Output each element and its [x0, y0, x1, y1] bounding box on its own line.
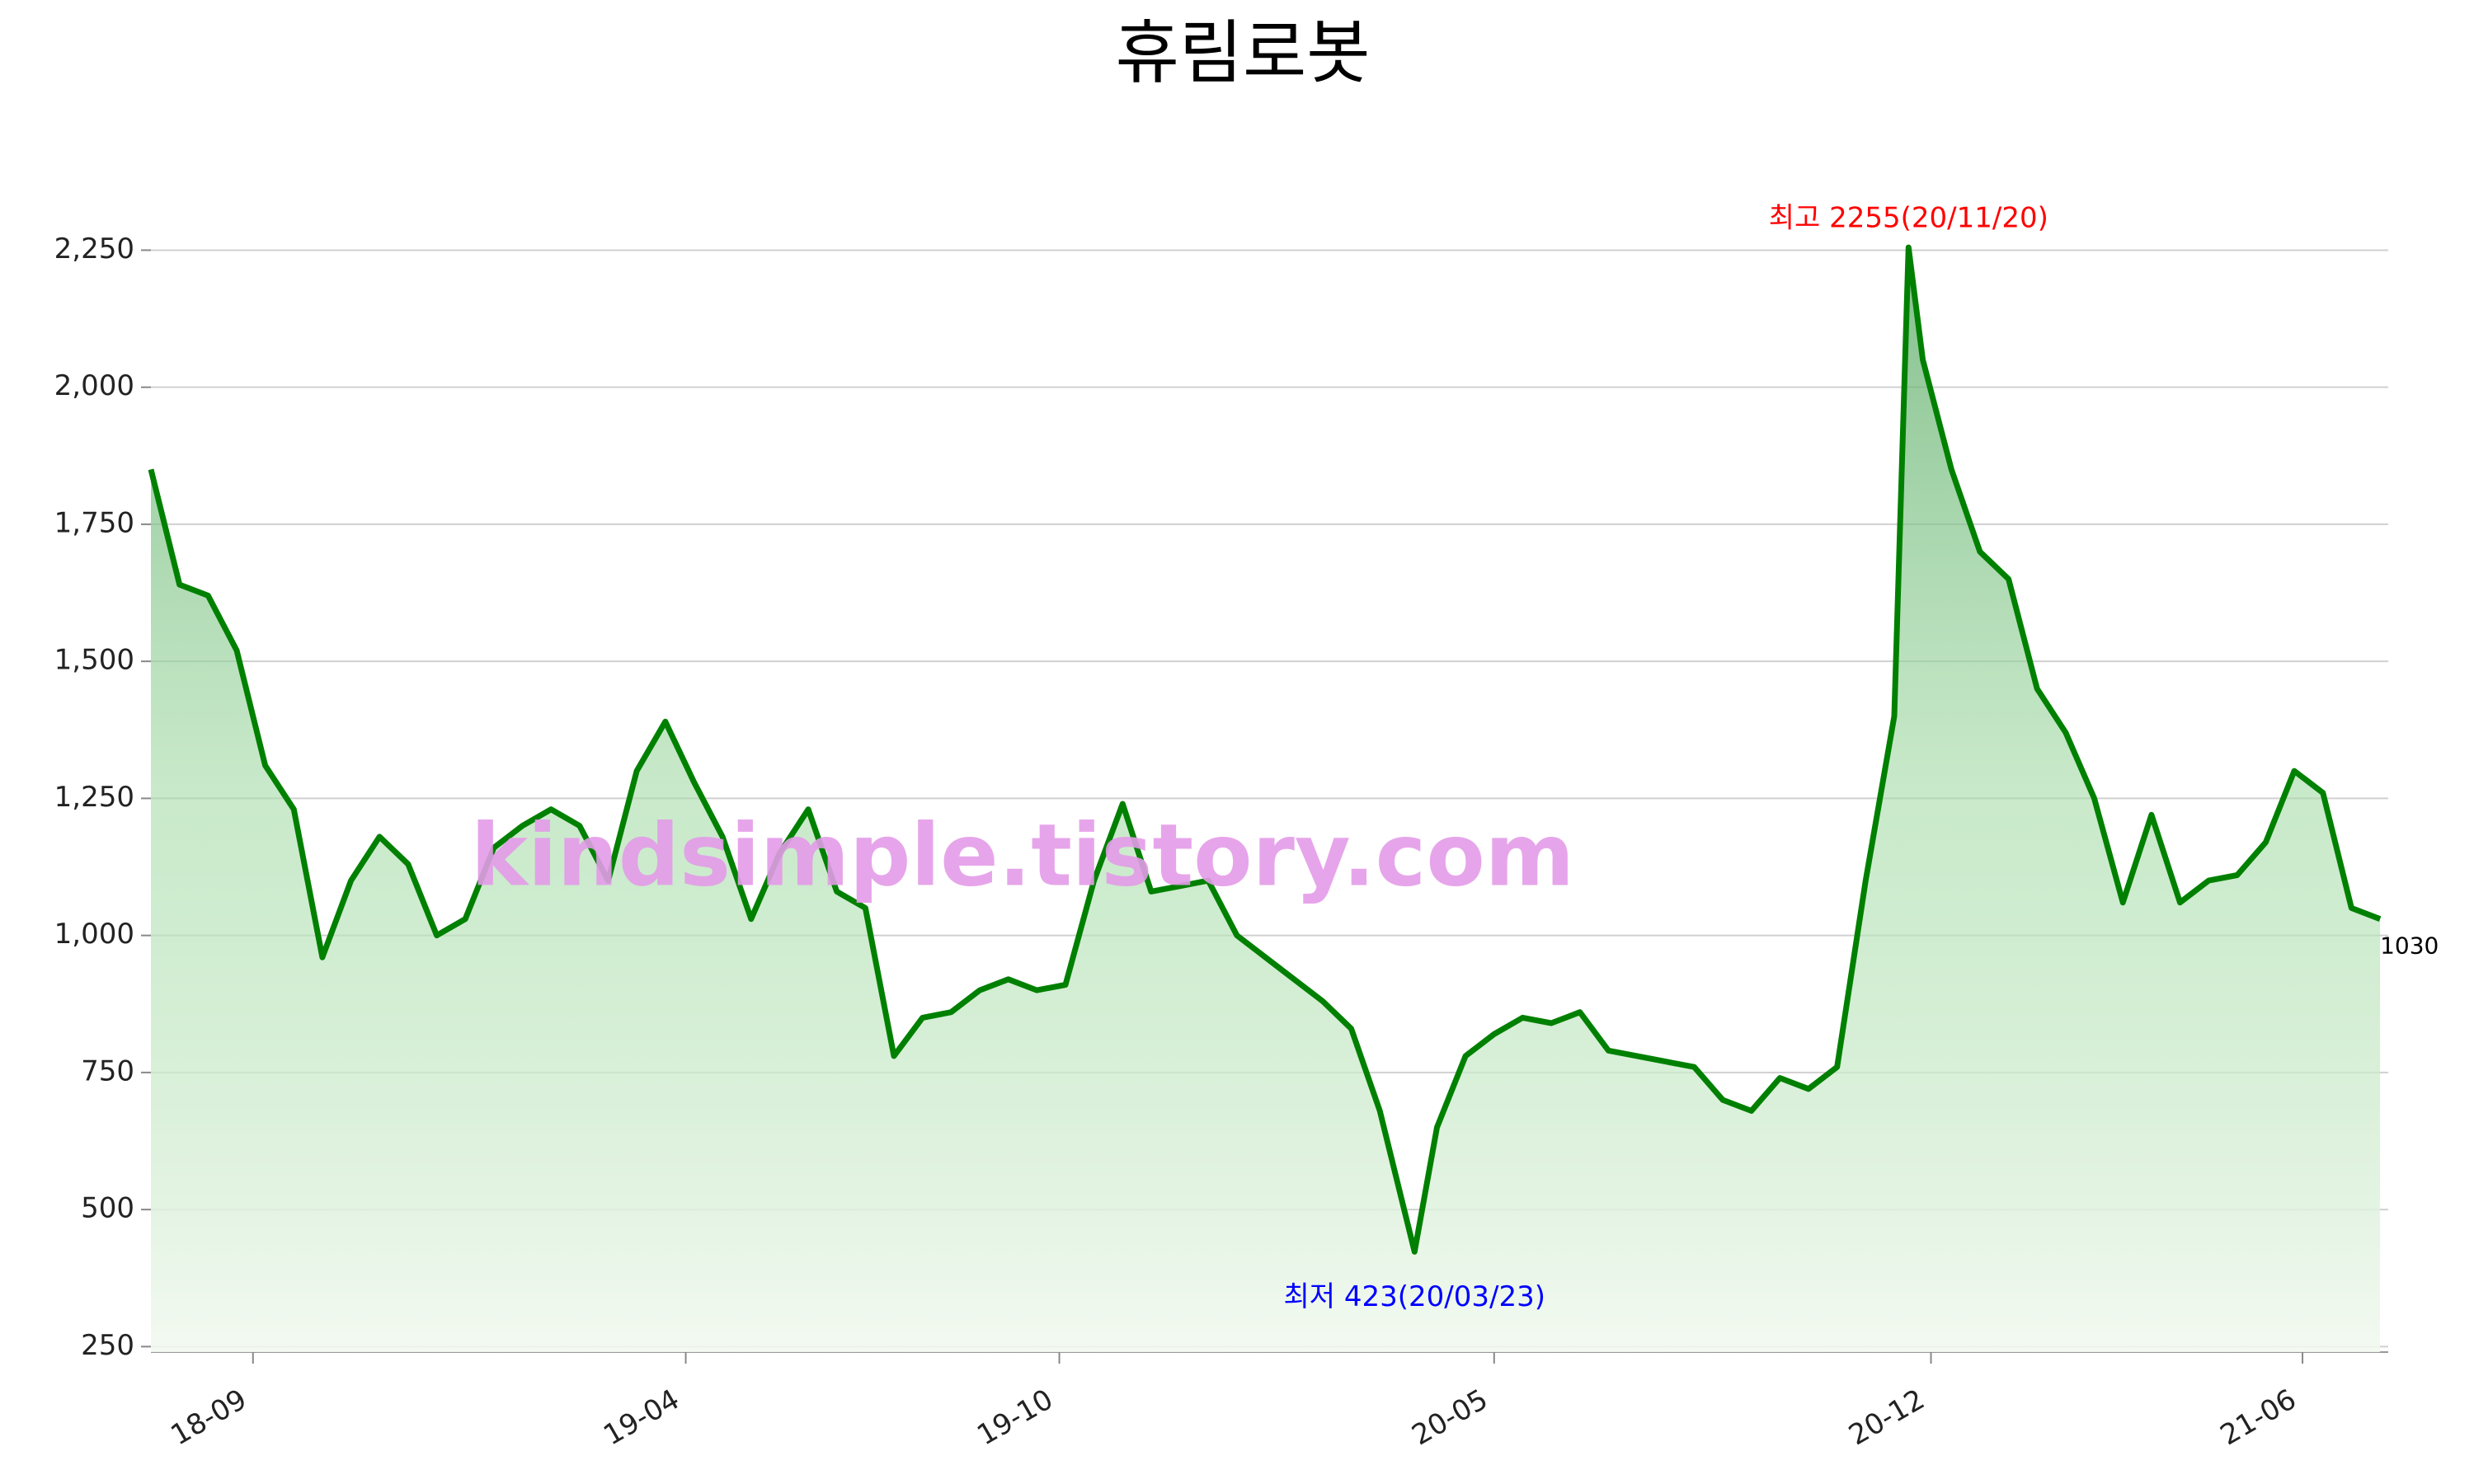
y-tick-label: 1,500: [54, 644, 134, 677]
y-tick-label: 1,250: [54, 781, 134, 814]
y-tick-label: 1,750: [54, 506, 134, 539]
x-tick-label: 21-06: [2215, 1383, 2302, 1452]
area: [151, 247, 2381, 1353]
last-value-label: 1030: [2380, 932, 2439, 960]
x-tick-label: 20-05: [1406, 1383, 1493, 1452]
chart-title: 휴림로봇: [1115, 12, 1370, 93]
y-tick-label: 1,000: [54, 918, 134, 951]
annotation: 최저 423(20/03/23): [1284, 1280, 1546, 1313]
x-tick-label: 19-04: [598, 1383, 685, 1452]
y-tick-label: 2,250: [54, 232, 134, 265]
x-tick-label: 19-10: [971, 1383, 1059, 1452]
watermark: kindsimple.tistory.com: [471, 805, 1574, 905]
y-tick-label: 500: [81, 1192, 134, 1225]
y-tick-label: 750: [81, 1054, 134, 1087]
y-tick-label: 2,000: [54, 369, 134, 402]
y-tick-label: 250: [81, 1329, 134, 1362]
x-tick-label: 20-12: [1843, 1383, 1931, 1452]
line: [148, 244, 2382, 1255]
annotation: 최고 2255(20/11/20): [1769, 202, 2048, 235]
x-tick-label: 18-09: [165, 1383, 252, 1452]
